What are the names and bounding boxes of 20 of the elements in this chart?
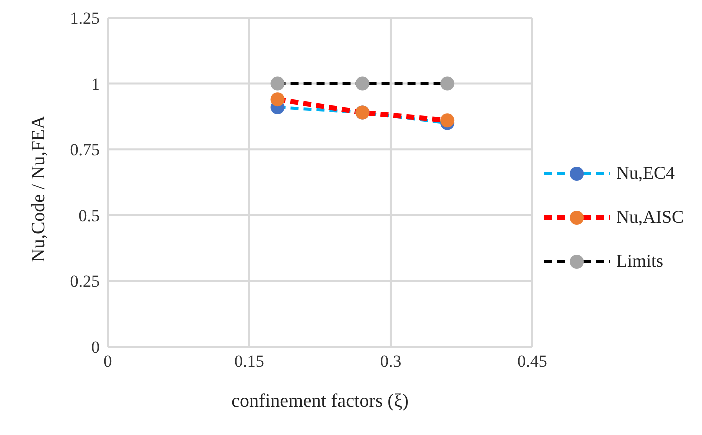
y-tick-label: 0.5 — [78, 206, 100, 226]
y-tick-label: 1.25 — [70, 9, 100, 28]
point — [440, 114, 455, 128]
y-tick-label: 0.75 — [70, 140, 100, 160]
y-tick-label: 1 — [92, 74, 100, 94]
x-tick-label: 0.45 — [518, 352, 548, 372]
x-tick-label: 0.15 — [234, 352, 264, 372]
point — [270, 92, 285, 107]
y-tick-label: 0.25 — [70, 272, 100, 292]
y-axis-title: Nu,Code / Nu,FEA — [28, 116, 50, 262]
point — [356, 76, 370, 91]
x-axis-title: confinement factors (ξ) — [232, 391, 409, 412]
y-tick-label: 0 — [92, 338, 100, 358]
x-tick-label: 0 — [104, 352, 112, 372]
point — [440, 76, 455, 91]
legend-label: Limits — [616, 251, 664, 272]
legend-label: Nu,EC4 — [616, 163, 675, 184]
point — [270, 76, 285, 91]
legend-label: Nu,AISC — [616, 207, 684, 228]
x-tick-label: 0.3 — [380, 352, 402, 372]
